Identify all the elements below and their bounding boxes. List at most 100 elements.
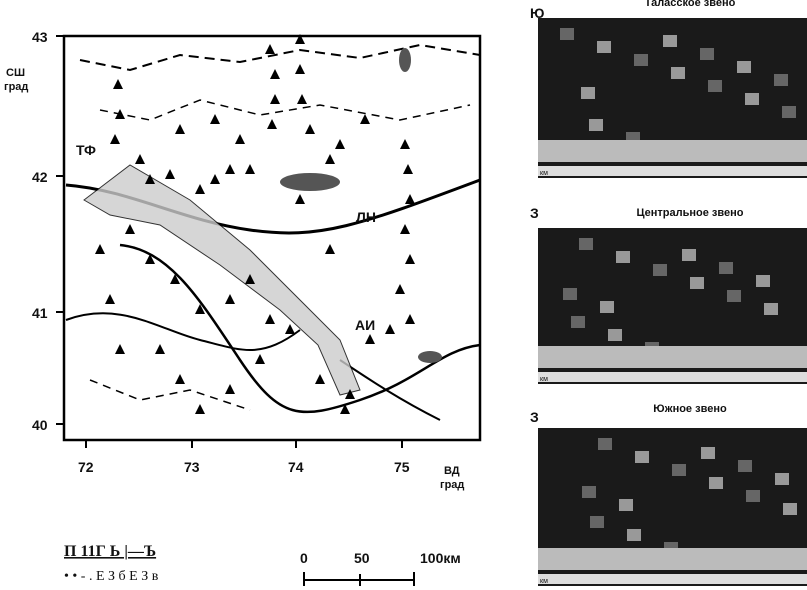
station: [297, 94, 307, 104]
station: [270, 94, 280, 104]
section-title: Центральное звено: [636, 207, 743, 219]
lon-label: 74: [288, 459, 304, 475]
section-scale: [538, 574, 807, 584]
station: [285, 324, 295, 334]
station: [115, 344, 125, 354]
section-cell: [774, 74, 788, 86]
section-cell: [563, 288, 577, 300]
station: [265, 44, 275, 54]
station: [235, 134, 245, 144]
station: [210, 114, 220, 124]
section-cell: [700, 48, 714, 60]
station: [385, 324, 395, 334]
stations: [95, 34, 415, 414]
station: [225, 384, 235, 394]
section-cell: [653, 264, 667, 276]
section-band: [538, 548, 807, 570]
section-band: [538, 346, 807, 368]
section-cell: [571, 316, 585, 328]
section-cell: [608, 329, 622, 341]
scale-label: 0: [300, 550, 308, 566]
lat-unit: град: [4, 81, 28, 93]
station: [295, 194, 305, 204]
station: [135, 154, 145, 164]
section-cell: [627, 529, 641, 541]
tick-marks: [56, 35, 403, 448]
station: [210, 174, 220, 184]
lat-label: 40: [32, 417, 48, 433]
section-cell: [597, 41, 611, 53]
lon-unit: ВД: [444, 465, 460, 477]
section-cell: [581, 87, 595, 99]
lat-unit: СШ: [6, 67, 25, 79]
station: [245, 164, 255, 174]
section-cell: [709, 477, 723, 489]
station: [145, 254, 155, 264]
place-label: ЛН: [356, 209, 376, 225]
map-lines: [65, 43, 481, 421]
station: [225, 164, 235, 174]
station: [405, 254, 415, 264]
station: [245, 274, 255, 284]
section-cell: [756, 275, 770, 287]
section-cell: [775, 473, 789, 485]
lat-label: 41: [32, 305, 48, 321]
section-side: З: [530, 409, 539, 425]
station: [335, 139, 345, 149]
section-cell: [738, 460, 752, 472]
station: [145, 174, 155, 184]
section-cell: [589, 119, 603, 131]
section-cell: [708, 80, 722, 92]
station: [365, 334, 375, 344]
scale-label: 50: [354, 550, 370, 566]
section-title: Южное звено: [653, 403, 727, 415]
section-cell: [782, 106, 796, 118]
station: [267, 119, 277, 129]
lon-label: 72: [78, 459, 94, 475]
station: [155, 344, 165, 354]
station: [395, 284, 405, 294]
station: [195, 184, 205, 194]
lon-label: 75: [394, 459, 410, 475]
station: [175, 124, 185, 134]
section-unit: км: [540, 170, 548, 177]
section-cell: [663, 35, 677, 47]
station: [340, 404, 350, 414]
station: [325, 244, 335, 254]
station: [325, 154, 335, 164]
map-frame: [62, 34, 482, 442]
section-cell: [690, 277, 704, 289]
section-cell: [727, 290, 741, 302]
scale-bar: [303, 572, 415, 586]
station: [225, 294, 235, 304]
station: [170, 274, 180, 284]
section-scale: [538, 372, 807, 382]
station: [405, 314, 415, 324]
legend-row: П 11Г Ь |—Ъ: [64, 543, 156, 560]
section-cell: [590, 516, 604, 528]
section-cell: [783, 503, 797, 515]
place-label: АИ: [355, 317, 375, 333]
station: [105, 294, 115, 304]
section-side: З: [530, 205, 539, 221]
station: [195, 304, 205, 314]
station: [195, 404, 205, 414]
section-cell: [737, 61, 751, 73]
station: [165, 169, 175, 179]
section-cell: [764, 303, 778, 315]
lon-unit: град: [440, 479, 464, 491]
station: [110, 134, 120, 144]
station: [265, 314, 275, 324]
section-cell: [719, 262, 733, 274]
section-cell: [746, 490, 760, 502]
section-cell: [579, 238, 593, 250]
section-cell: [619, 499, 633, 511]
station: [255, 354, 265, 364]
section-scale: [538, 166, 807, 176]
station: [400, 224, 410, 234]
section-unit: км: [540, 578, 548, 585]
station: [400, 139, 410, 149]
section-unit: км: [540, 376, 548, 383]
station: [270, 69, 280, 79]
